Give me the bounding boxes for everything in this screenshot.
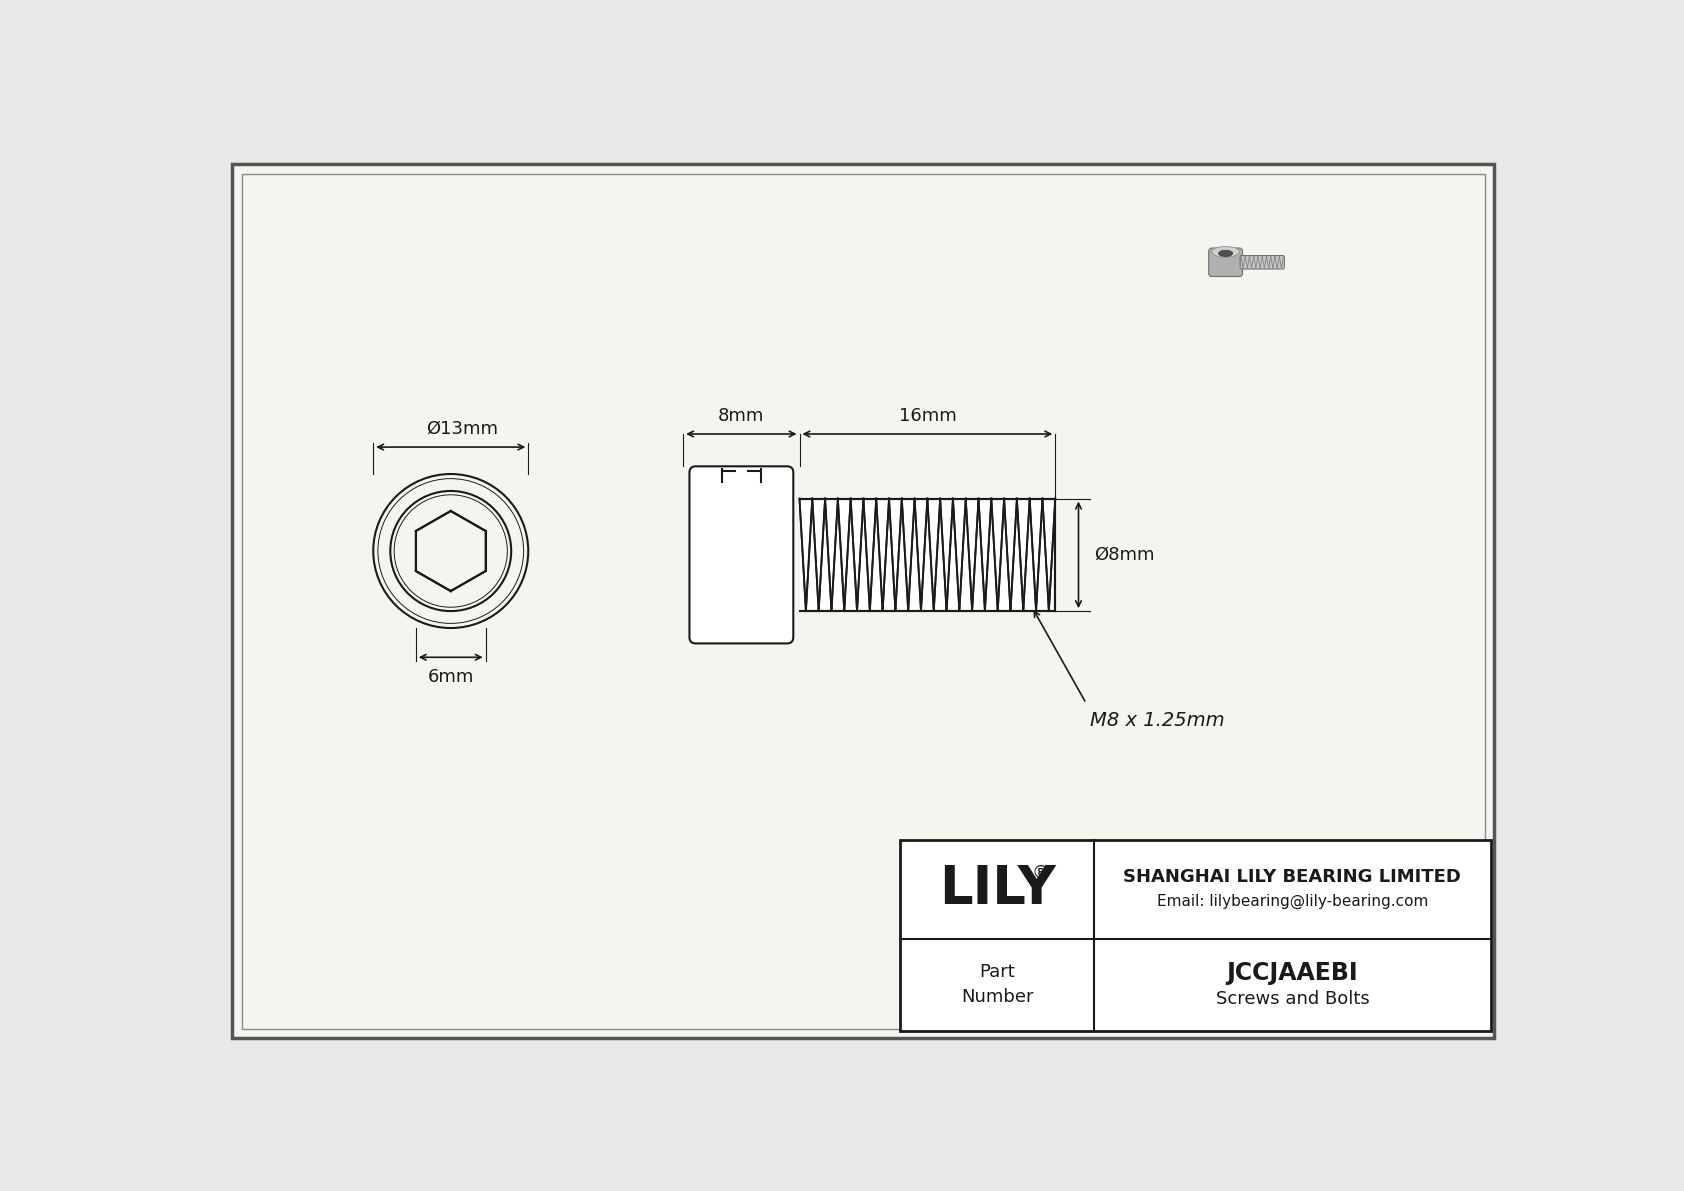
Text: Part
Number: Part Number [962,964,1034,1006]
Text: ®: ® [1032,863,1049,881]
Ellipse shape [1212,247,1239,257]
Text: Ø13mm: Ø13mm [426,420,498,438]
Text: Email: lilybearing@lily-bearing.com: Email: lilybearing@lily-bearing.com [1157,894,1428,910]
Ellipse shape [1219,250,1233,256]
Text: 6mm: 6mm [428,668,473,686]
FancyBboxPatch shape [1209,248,1243,276]
Text: LILY: LILY [938,863,1056,916]
Text: JCCJAAEBI: JCCJAAEBI [1226,961,1359,985]
Text: 16mm: 16mm [899,407,957,425]
Bar [901,840,1490,1030]
Text: SHANGHAI LILY BEARING LIMITED: SHANGHAI LILY BEARING LIMITED [1123,868,1462,886]
Text: Ø8mm: Ø8mm [1095,545,1155,563]
FancyBboxPatch shape [689,467,793,643]
FancyBboxPatch shape [1239,256,1285,269]
Bar [800,499,1056,611]
Text: Screws and Bolts: Screws and Bolts [1216,990,1369,1008]
Text: M8 x 1.25mm: M8 x 1.25mm [1090,711,1224,730]
Text: 8mm: 8mm [717,407,765,425]
